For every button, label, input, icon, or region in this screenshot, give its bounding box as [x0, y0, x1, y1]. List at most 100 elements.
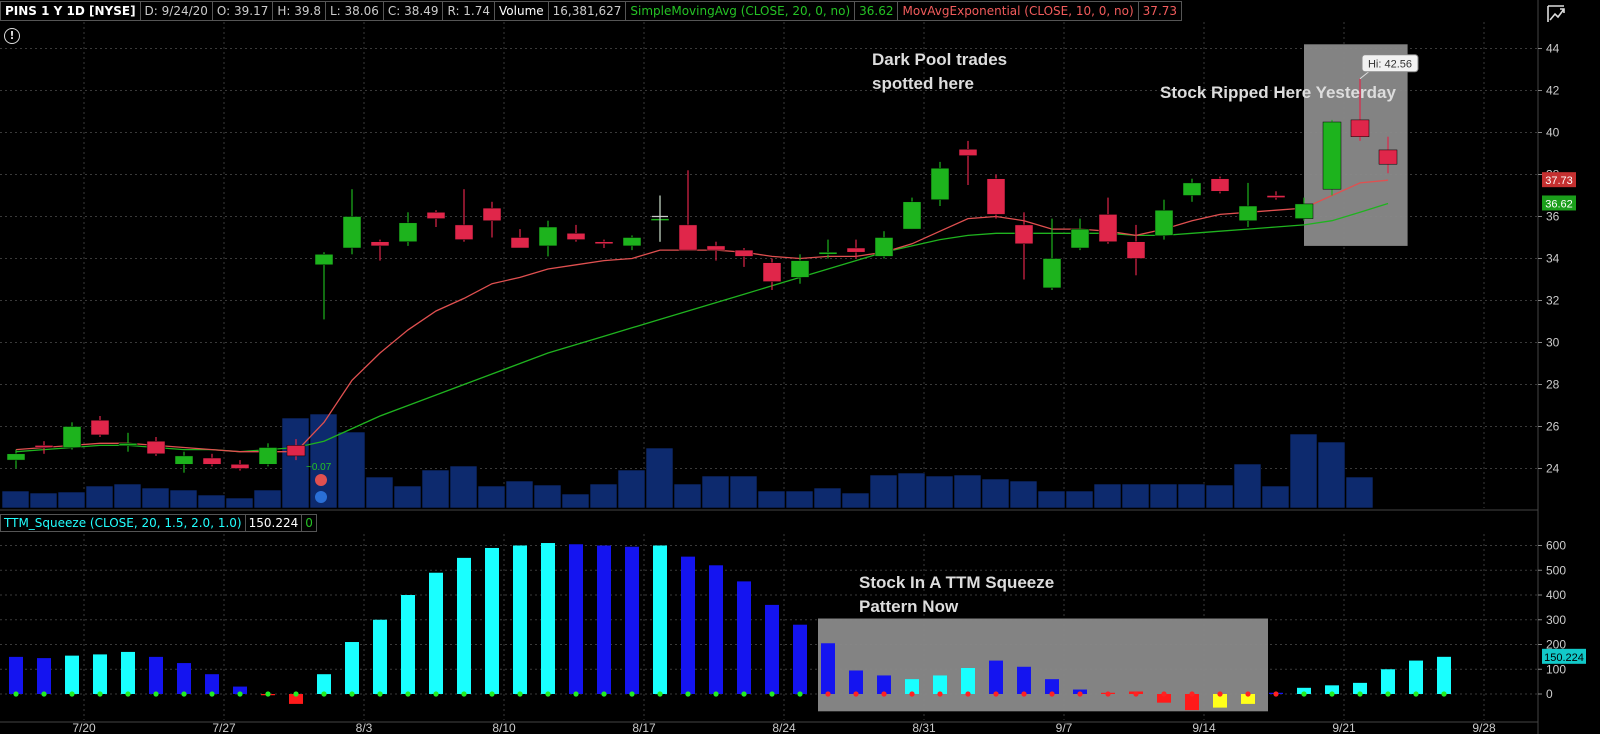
- squeeze-bar: [1409, 660, 1423, 694]
- x-tick-label: 8/10: [492, 721, 516, 734]
- y-tick-label: 42: [1546, 84, 1560, 98]
- squeeze-bar: [1381, 669, 1395, 694]
- sma-line: [15, 202, 1389, 453]
- candle-body: [1266, 195, 1286, 198]
- squeeze-bar: [681, 556, 695, 694]
- candle-body: [314, 254, 334, 266]
- squeeze-bar: [317, 674, 331, 694]
- squeeze-bar: [849, 670, 863, 694]
- candle-body: [622, 237, 642, 247]
- volume-bar: [281, 417, 310, 509]
- volume-bar: [589, 483, 618, 509]
- squeeze-dot: [125, 691, 131, 697]
- sma-label[interactable]: SimpleMovingAvg (CLOSE, 20, 0, no): [625, 1, 856, 21]
- date-label: D: 9/24/20: [139, 1, 213, 21]
- volume-bar: [85, 485, 114, 509]
- squeeze-dot: [685, 691, 691, 697]
- volume-bar: [1149, 483, 1178, 509]
- hi-tag-box: [1361, 54, 1419, 73]
- candle-body: [1042, 258, 1062, 289]
- squeeze-dot: [69, 691, 75, 697]
- squeeze-bar: [233, 686, 247, 694]
- squeeze-dot: [13, 691, 19, 697]
- volume-bar: [365, 476, 394, 509]
- volume-bar: [1, 490, 30, 509]
- squeeze-dot: [909, 691, 915, 697]
- candle-body: [258, 447, 278, 465]
- squeeze-bar: [1129, 691, 1143, 694]
- x-tick-label: 8/31: [912, 721, 936, 734]
- candle-body: [734, 249, 754, 257]
- candle-body: [986, 178, 1006, 215]
- squeeze-dot: [97, 691, 103, 697]
- squeeze-bar: [121, 651, 135, 694]
- info-icon[interactable]: !: [4, 28, 20, 44]
- squeeze-dot: [517, 691, 523, 697]
- squeeze-bar: [177, 663, 191, 694]
- volume-value: 16,381,627: [547, 1, 627, 21]
- squeeze-dot: [1357, 691, 1363, 697]
- hi-pointer: [1359, 70, 1371, 80]
- squeeze-bar: [457, 557, 471, 694]
- squeeze-dot: [797, 691, 803, 697]
- squeeze-dot: [965, 691, 971, 697]
- volume-bar: [253, 489, 282, 509]
- squeeze-bar: [93, 654, 107, 694]
- x-tick-label: 7/20: [72, 721, 96, 734]
- candle-body: [1182, 182, 1202, 196]
- sq-tick-label: 0: [1546, 687, 1553, 701]
- candle-body: [902, 201, 922, 230]
- squeeze-bar: [345, 642, 359, 694]
- candle-body: [818, 251, 838, 255]
- x-tick-label: 9/14: [1192, 721, 1216, 734]
- symbol-label[interactable]: PINS 1 Y 1D [NYSE]: [0, 1, 141, 21]
- squeeze-dot: [573, 691, 579, 697]
- crosshair-icon: [652, 195, 668, 242]
- candle-body: [1238, 205, 1258, 221]
- candle-body: [1322, 121, 1342, 190]
- x-tick-label: 8/24: [772, 721, 796, 734]
- volume-bar: [393, 485, 422, 509]
- dividend-icon: [315, 491, 327, 503]
- squeeze-dot: [601, 691, 607, 697]
- squeeze-bar: [597, 545, 611, 694]
- volume-bar: [113, 483, 142, 509]
- squeeze-dot: [293, 691, 299, 697]
- squeeze-bar: [1045, 679, 1059, 694]
- squeeze-dot: [1441, 691, 1447, 697]
- ema-label[interactable]: MovAvgExponential (CLOSE, 10, 0, no): [897, 1, 1139, 21]
- y-tick-label: 36: [1546, 210, 1560, 224]
- volume-label[interactable]: Volume: [494, 1, 549, 21]
- candle-body: [1294, 203, 1314, 219]
- squeeze-dot: [1329, 691, 1335, 697]
- style-icon[interactable]: [1546, 4, 1566, 24]
- volume-bar: [897, 472, 926, 509]
- squeeze-label[interactable]: TTM_Squeeze (CLOSE, 20, 1.5, 2.0, 1.0): [0, 514, 246, 532]
- squeeze-dot: [1413, 691, 1419, 697]
- volume-bar: [869, 474, 898, 509]
- squeeze-bar: [37, 658, 51, 694]
- squeeze-bar: [1073, 689, 1087, 694]
- candle-body: [1014, 224, 1034, 245]
- y-tick-label: 38: [1546, 168, 1560, 182]
- squeeze-bar: [541, 543, 555, 694]
- candle-body: [230, 464, 250, 469]
- squeeze-dot: [489, 691, 495, 697]
- candle-body: [538, 226, 558, 247]
- squeeze-dot: [825, 691, 831, 697]
- squeeze-bar: [1297, 687, 1311, 694]
- y-tick-label: 30: [1546, 336, 1560, 350]
- hi-tag-label: Hi: 42.56: [1368, 59, 1412, 71]
- volume-bar: [421, 469, 450, 509]
- volume-bar: [981, 478, 1010, 509]
- volume-bar: [1317, 441, 1346, 509]
- volume-bar: [225, 497, 254, 509]
- squeeze-bar: [289, 694, 303, 704]
- squeeze-bar: [1101, 692, 1115, 694]
- x-tick-label: 9/28: [1472, 721, 1496, 734]
- volume-bar: [1009, 480, 1038, 509]
- candle-body: [1154, 209, 1174, 236]
- squeeze-dot: [433, 691, 439, 697]
- sq-tick-label: 600: [1546, 539, 1566, 553]
